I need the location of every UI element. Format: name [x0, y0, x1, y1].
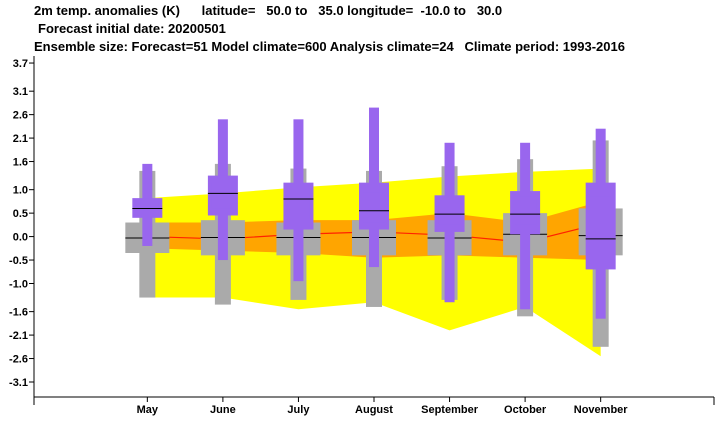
forecast-box-inner-box — [211, 182, 234, 209]
y-tick-label: 0.5 — [13, 208, 28, 220]
forecast-box-0 — [132, 163, 163, 246]
forecast-box-4 — [434, 142, 465, 303]
box-plots — [125, 107, 623, 347]
x-tick-label-august: August — [355, 404, 393, 416]
y-tick-label: -1.0 — [9, 278, 28, 290]
forecast-box-inner-box — [363, 192, 385, 223]
x-tick-label-june: June — [210, 404, 236, 416]
y-tick-label: 2.6 — [13, 110, 28, 122]
x-tick-label-october: October — [504, 404, 547, 416]
y-tick-label: 2.1 — [13, 133, 28, 145]
forecast-box-2 — [283, 119, 314, 282]
y-tick-label: 1.0 — [13, 185, 28, 197]
axes: 3.7 3.1 2.6 2.1 1.6 1.0 0.5 0.0 -0.5 -1.0 -1.6 -2.1… — [9, 56, 715, 416]
y-tick-label: -2.6 — [9, 354, 28, 366]
x-tick-label-september: September — [421, 404, 479, 416]
forecast-box-3 — [359, 107, 389, 268]
y-tick-label: 1.6 — [13, 157, 28, 169]
y-tick-label: 3.7 — [13, 58, 28, 70]
y-tick-label: 3.1 — [13, 86, 28, 98]
forecast-box-5 — [510, 142, 541, 310]
chart-header: 2m temp. anomalies (K) latitude= 50.0 to… — [0, 0, 720, 56]
forecast-box-inner-box — [589, 196, 612, 256]
x-tick-label-july: July — [287, 404, 310, 416]
header-line-initial-date: Forecast initial date: 20200501 — [38, 21, 226, 36]
header-line-ensemble-info: Ensemble size: Forecast=51 Model climate… — [34, 39, 625, 54]
y-tick-label: -2.1 — [9, 330, 28, 342]
header-line-variable-domain: 2m temp. anomalies (K) latitude= 50.0 to… — [34, 3, 503, 18]
y-tick-label: -0.5 — [9, 255, 28, 267]
x-tick-label-may: May — [137, 404, 159, 416]
forecast-box-inner-box — [287, 187, 310, 218]
y-tick-label: -1.6 — [9, 307, 28, 319]
forecast-box-inner-box — [438, 201, 461, 225]
forecast-box-1 — [207, 119, 238, 261]
x-tick-label-november: November — [574, 404, 629, 416]
y-tick-label: 0.0 — [13, 232, 28, 244]
y-tick-label: -3.1 — [9, 377, 28, 389]
forecast-box-6 — [585, 128, 616, 319]
forecast-box-inner-box — [514, 196, 537, 225]
